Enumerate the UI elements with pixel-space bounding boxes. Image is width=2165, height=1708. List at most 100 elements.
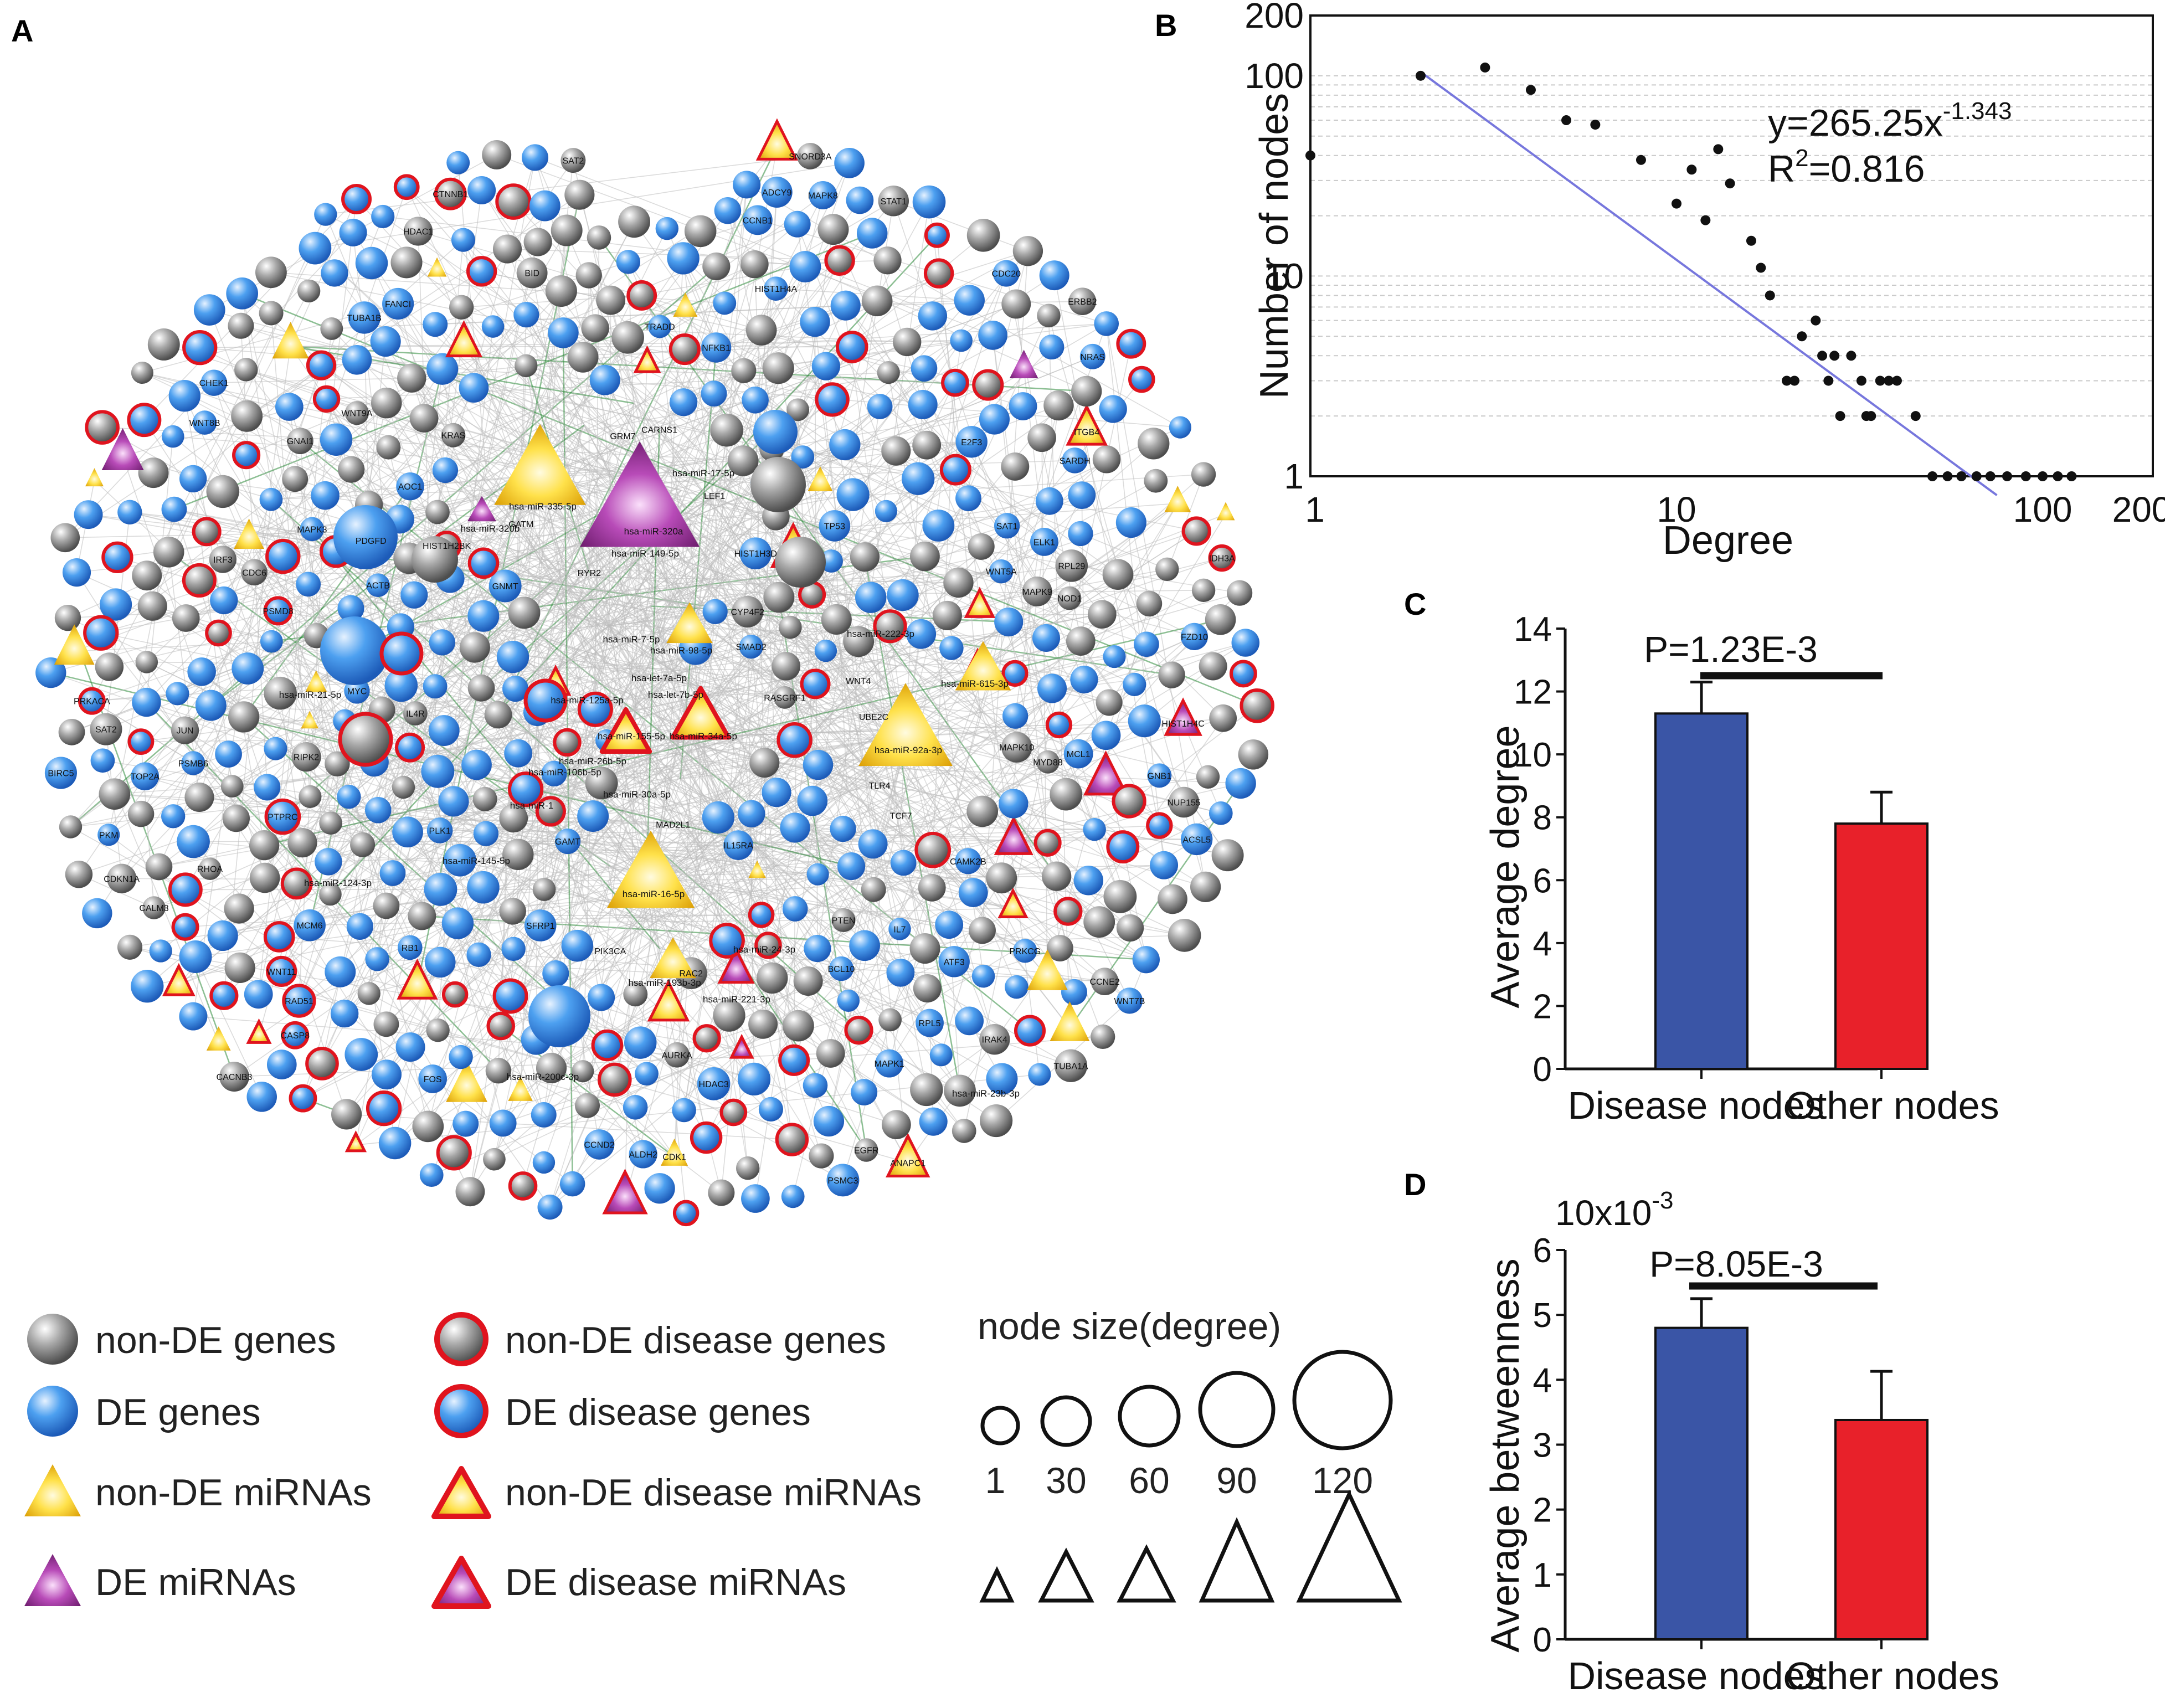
gene-node — [426, 353, 459, 385]
gene-node — [436, 1135, 472, 1171]
y-tick-label: 1 — [1284, 456, 1304, 496]
gene-node — [266, 955, 297, 987]
gene-node — [554, 828, 581, 855]
gene-node — [259, 301, 284, 326]
gene-label: EGFR — [854, 1146, 878, 1155]
gene-node — [529, 190, 560, 222]
gene-node — [1134, 631, 1159, 657]
gene-node — [1092, 445, 1121, 474]
mirna-label: hsa-miR-615-3p — [941, 678, 1009, 689]
gene-node — [780, 812, 810, 843]
y-tick-label: 6 — [1533, 862, 1552, 900]
scatter-point — [1985, 471, 1996, 481]
gene-node — [1128, 704, 1161, 738]
gene-node — [789, 251, 821, 282]
scatter-point — [1781, 375, 1792, 386]
mirna-label: hsa-miR-26b-5p — [559, 756, 626, 766]
gene-node — [814, 639, 837, 662]
gene-node — [532, 878, 556, 901]
gene-node — [305, 1047, 339, 1081]
network-edge — [130, 946, 615, 1081]
legend-icon-de-gene — [27, 1386, 78, 1437]
y-tick-label: 14 — [1514, 610, 1552, 649]
gene-label: SARDH — [1060, 456, 1091, 466]
gene-node — [701, 380, 727, 407]
gene-node — [855, 582, 887, 613]
gene-label: CTNNB1 — [433, 190, 468, 199]
gene-node — [138, 457, 169, 488]
gene-node — [1083, 817, 1106, 841]
gene-node — [321, 259, 348, 287]
network-edge — [690, 684, 1016, 717]
scatter-point — [1415, 70, 1426, 81]
network-edge — [814, 322, 818, 949]
gene-node — [861, 877, 886, 902]
network-edge — [452, 435, 1146, 960]
gene-node — [791, 445, 815, 469]
hub-gene-node — [750, 457, 806, 512]
gene-node — [739, 537, 772, 570]
network-edge — [539, 260, 840, 477]
gene-node — [224, 952, 255, 984]
scatter-point — [1875, 375, 1885, 386]
gene-label: WNT11 — [267, 968, 296, 977]
gene-node — [398, 935, 423, 960]
gene-node — [395, 1032, 425, 1062]
scatter-point — [1480, 62, 1490, 73]
gene-node — [1063, 739, 1093, 769]
gene-node — [548, 317, 579, 348]
gene-node — [536, 1052, 567, 1084]
network-edge — [692, 430, 727, 737]
gene-node — [908, 389, 938, 419]
gene-node — [224, 893, 254, 924]
gene-node — [532, 1151, 556, 1174]
mirna-label: hsa-let-7b-5p — [648, 690, 703, 700]
gene-label: HIST1H4C — [1161, 719, 1204, 729]
gene-node — [513, 302, 539, 328]
gene-node — [210, 586, 238, 615]
mirna-label: hsa-miR-155-5p — [598, 731, 665, 742]
gene-node — [306, 350, 337, 380]
gene-node — [813, 1105, 845, 1137]
gene-node — [714, 197, 742, 224]
gene-node — [97, 824, 120, 846]
gene-label: CDC6 — [242, 568, 266, 578]
gene-label: GNMT — [492, 582, 518, 591]
scatter-point — [1811, 315, 1821, 326]
network-edge — [473, 387, 610, 626]
network-edge — [108, 314, 527, 835]
gene-label: AURKA — [662, 1051, 692, 1061]
network-edge — [580, 877, 608, 1046]
y-tick-label: 12 — [1514, 673, 1552, 712]
network-nodes: ALDH2 GATM GNMT AOC1 SAT1 GAMT CARNS1 SARDH SAT2… — [35, 118, 1275, 1227]
gene-node — [611, 321, 644, 354]
gene-node — [762, 352, 794, 384]
mirna-label: hsa-miR-24-3p — [733, 944, 795, 955]
network-edge — [639, 200, 861, 510]
gene-node — [589, 364, 620, 395]
gene-label: TP53 — [824, 522, 845, 531]
mirna-label: hsa-miR-221-3p — [703, 994, 770, 1005]
equation-exponent: -1.343 — [1943, 97, 2012, 125]
gene-node — [743, 205, 773, 235]
scale-prefix: 10x10 — [1555, 1193, 1652, 1233]
gene-node — [382, 287, 414, 320]
gene-node — [761, 176, 793, 208]
mirna-node — [234, 518, 264, 549]
gene-node — [127, 800, 155, 827]
gene-node — [297, 279, 321, 303]
gene-node — [409, 404, 439, 433]
gene-node — [396, 472, 424, 501]
gene-node — [618, 205, 650, 238]
x-tick-label: Disease nodes — [1567, 1084, 1824, 1127]
gene-node — [137, 591, 167, 621]
network-edge — [905, 503, 1178, 737]
gene-node — [1068, 521, 1093, 547]
mirna-node — [755, 118, 799, 161]
gene-label: CCND2 — [584, 1140, 615, 1150]
gene-node — [1012, 236, 1043, 266]
gene-node — [397, 363, 426, 393]
mirna-node — [748, 860, 766, 878]
gene-node — [911, 355, 938, 382]
network-edge — [498, 1070, 636, 1108]
